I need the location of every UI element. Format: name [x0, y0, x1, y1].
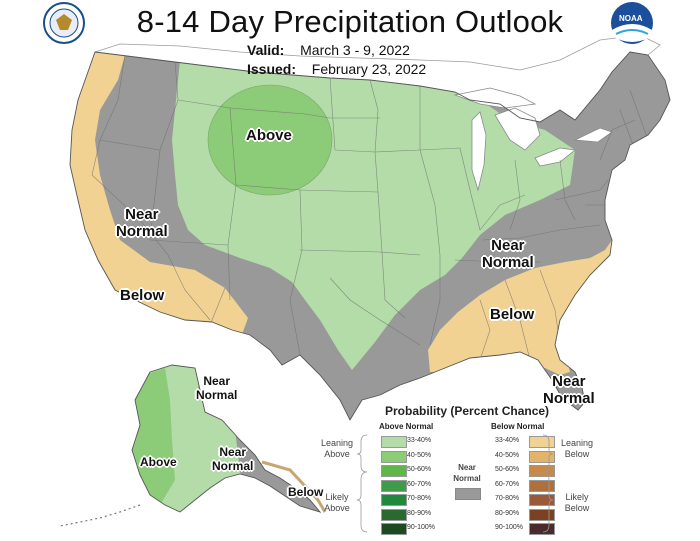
- legend-above-swatch-0: [381, 436, 407, 448]
- legend-below-header: Below Normal: [491, 422, 545, 431]
- legend-below-swatch-1: [529, 450, 555, 463]
- legend-above-swatch-2: [381, 465, 407, 477]
- legend-above-pct-5: 80-90%: [407, 509, 432, 517]
- legend-leaning-below: Leaning Below: [560, 438, 594, 459]
- legend-below-pct-1: 40-50%: [495, 451, 520, 459]
- legend-likely-below: Likely Below: [564, 492, 590, 513]
- issued-date: Issued: February 23, 2022: [247, 61, 426, 77]
- label-near-normal-west: Near Normal: [116, 206, 168, 240]
- legend-below-pct-6: 90-100%: [495, 524, 524, 531]
- legend-above-header: Above Normal: [379, 422, 434, 431]
- doc-seal-icon: [43, 2, 85, 44]
- noaa-logo-icon: [611, 2, 653, 44]
- label-below-southeast: Below: [490, 306, 535, 323]
- issued-label: Issued:: [247, 61, 297, 77]
- legend-below-pct-4: 70-80%: [495, 495, 520, 502]
- label-alaska-near-normal-north: Near Normal: [196, 374, 238, 402]
- label-below-southwest: Below: [120, 287, 165, 304]
- legend-title: Probability (Percent Chance): [385, 404, 550, 418]
- noaa-logo-text: NOAA: [619, 14, 643, 23]
- legend-above-pct-4: 70-80%: [407, 495, 432, 502]
- state-boundaries: [91, 54, 649, 361]
- label-alaska-above: Above: [140, 455, 177, 469]
- legend-below-swatch-4: [529, 494, 555, 506]
- legend-near-normal-swatch: [455, 488, 481, 500]
- page-title: 8-14 Day Precipitation Outlook: [136, 4, 564, 39]
- label-alaska-below: Below: [288, 485, 324, 499]
- legend-above-swatch-5: [381, 508, 407, 521]
- legend-below-pct-2: 50-60%: [495, 466, 520, 473]
- valid-value: March 3 - 9, 2022: [300, 42, 410, 58]
- legend-leaning-above: Leaning Above: [320, 438, 354, 459]
- legend-above-pct-3: 60-70%: [407, 480, 432, 488]
- legend-above-swatch-4: [381, 494, 407, 506]
- legend-below-pct-0: 33-40%: [495, 437, 520, 444]
- legend-below-swatch-5: [529, 508, 555, 521]
- label-near-normal-florida: Near Normal: [543, 373, 595, 407]
- probability-legend: Probability (Percent Chance) Above Norma…: [315, 400, 695, 540]
- legend-above-swatch-3: [381, 479, 407, 492]
- legend-above-pct-2: 50-60%: [407, 466, 432, 473]
- label-above-north: Above: [246, 127, 292, 144]
- legend-likely-above: Likely Above: [324, 492, 350, 513]
- legend-below-pct-5: 80-90%: [495, 509, 520, 517]
- legend-near-normal: Near Normal: [453, 463, 481, 483]
- legend-above-pct-1: 40-50%: [407, 451, 432, 459]
- legend-below-pct-3: 60-70%: [495, 480, 520, 488]
- legend-above-pct-6: 90-100%: [407, 524, 436, 531]
- great-lakes: [453, 87, 613, 192]
- legend-above-swatch-1: [381, 450, 407, 463]
- legend-below-swatch-3: [529, 479, 555, 492]
- legend-brackets: [356, 434, 554, 533]
- valid-dates: Valid: March 3 - 9, 2022: [247, 42, 410, 58]
- valid-label: Valid:: [247, 42, 285, 58]
- issued-value: February 23, 2022: [311, 61, 427, 77]
- legend-above-swatch-6: [381, 523, 407, 535]
- label-near-normal-east: Near Normal: [482, 237, 534, 271]
- legend-above-pct-0: 33-40%: [407, 437, 432, 444]
- legend-below-swatch-6: [529, 523, 555, 535]
- label-alaska-near-normal-south: Near Normal: [212, 445, 254, 473]
